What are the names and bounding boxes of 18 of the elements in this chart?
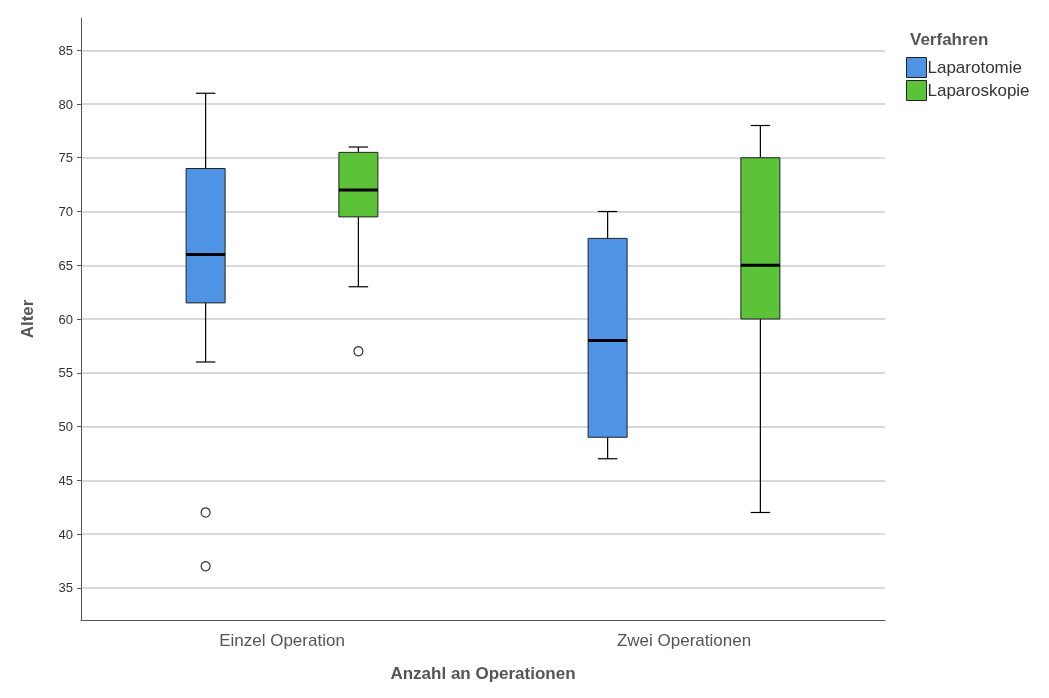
y-tick-label: 85 <box>58 42 73 58</box>
y-tick-label: 45 <box>58 472 73 488</box>
x-tick-label: Zwei Operationen <box>616 631 752 650</box>
y-tick-label: 80 <box>58 96 73 112</box>
y-tick-label: 50 <box>58 419 73 434</box>
legend-label: Laparoskopie <box>927 81 1030 100</box>
y-tick-label: 65 <box>58 257 73 273</box>
y-tick-label: 60 <box>58 311 73 327</box>
y-tick-label: 35 <box>58 580 73 596</box>
y-tick-label: 55 <box>58 365 73 381</box>
y-axis-title: Alter <box>18 299 37 339</box>
y-tick-label: 75 <box>58 150 73 166</box>
x-tick-label: Einzel Operation <box>219 631 345 650</box>
y-tick-label: 40 <box>58 526 73 542</box>
x-axis-title: Anzahl an Operationen <box>390 664 576 683</box>
y-tick-label: 70 <box>58 204 73 219</box>
legend-title: Verfahren <box>910 30 989 49</box>
legend-label: Laparotomie <box>927 58 1023 77</box>
